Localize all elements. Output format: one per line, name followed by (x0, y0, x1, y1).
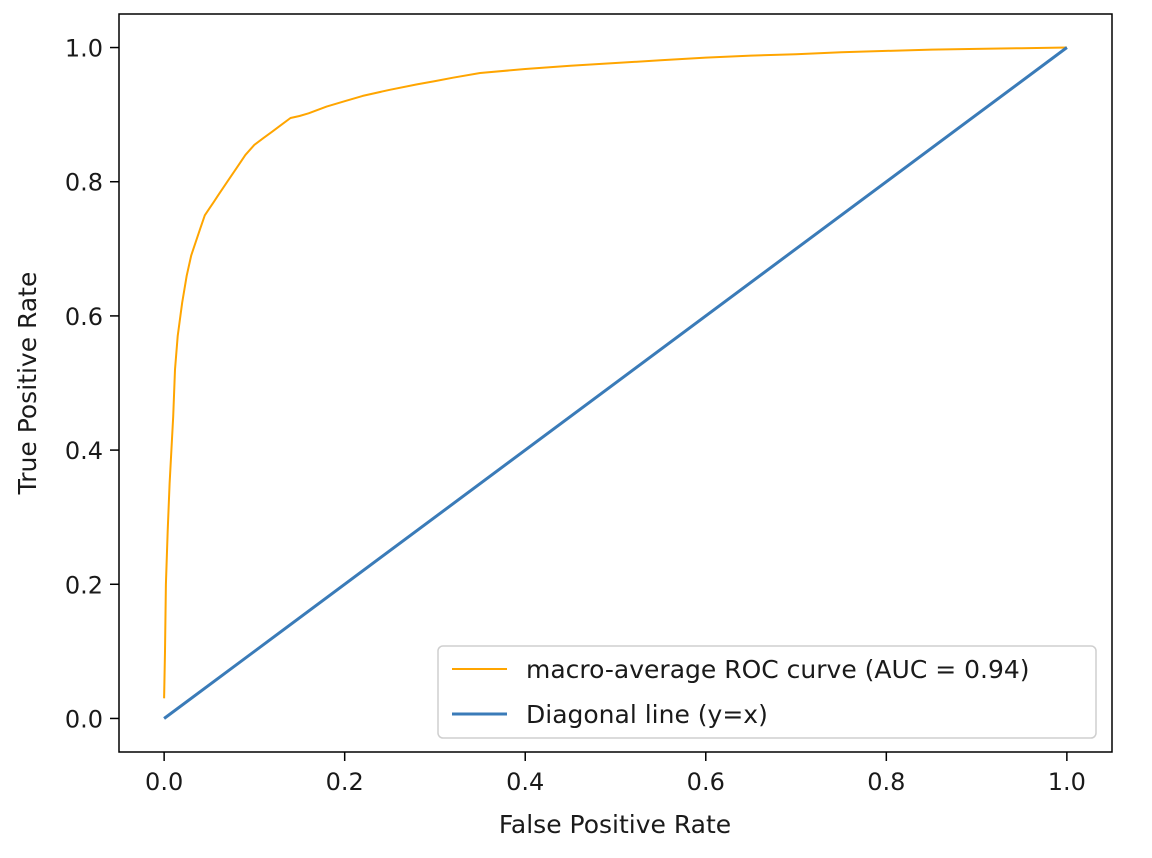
y-tick-label: 0.0 (65, 705, 103, 733)
y-tick-label: 0.8 (65, 169, 103, 197)
x-tick-label: 0.4 (506, 768, 544, 796)
x-tick-label: 0.8 (867, 768, 905, 796)
x-axis-label: False Positive Rate (499, 810, 731, 839)
y-tick-label: 0.6 (65, 303, 103, 331)
y-axis-ticks: 0.0 0.2 0.4 0.6 0.8 1.0 (65, 35, 119, 733)
y-tick-label: 0.4 (65, 437, 103, 465)
x-tick-label: 0.6 (687, 768, 725, 796)
x-axis-ticks: 0.0 0.2 0.4 0.6 0.8 1.0 (145, 752, 1086, 796)
legend-label-roc-curve: macro-average ROC curve (AUC = 0.94) (526, 655, 1030, 684)
y-tick-label: 0.2 (65, 571, 103, 599)
x-tick-label: 0.2 (326, 768, 364, 796)
legend-label-diagonal: Diagonal line (y=x) (526, 700, 768, 729)
legend-box (437, 645, 1097, 739)
plot-marks (163, 46, 1068, 720)
roc-curve-line (163, 46, 1067, 699)
plot-frame (118, 13, 1113, 753)
x-tick-label: 0.0 (145, 768, 183, 796)
y-tick-label: 1.0 (65, 35, 103, 63)
legend: macro-average ROC curve (AUC = 0.94) Dia… (437, 645, 1097, 739)
y-axis-label: True Positive Rate (13, 272, 42, 496)
x-tick-label: 1.0 (1048, 768, 1086, 796)
diagonal-line (163, 46, 1068, 720)
